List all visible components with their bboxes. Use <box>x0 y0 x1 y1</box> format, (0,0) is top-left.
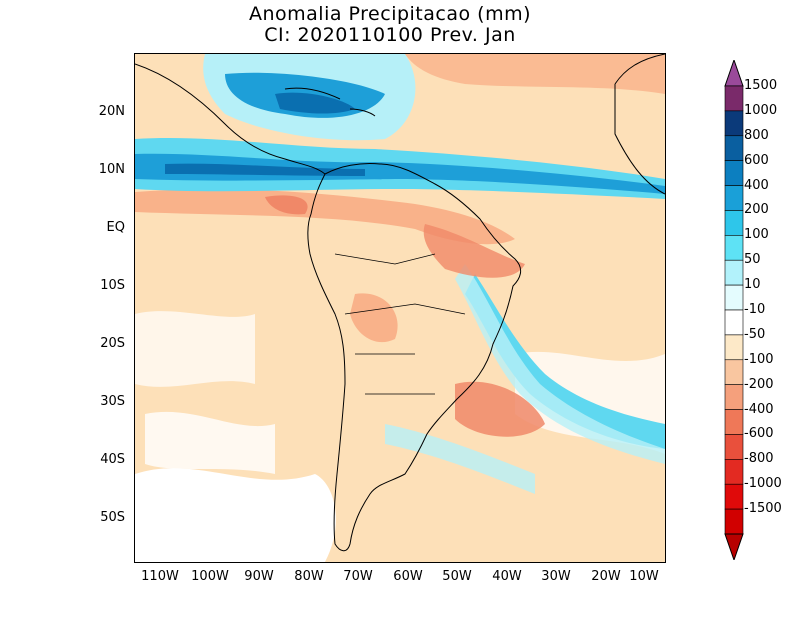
field-positive-sacz-outer <box>455 264 665 464</box>
lat-label-30s: 30S <box>100 394 125 409</box>
map-title: Anomalia Precipitacao (mm) <box>248 3 531 25</box>
field-near-zero-sw <box>145 411 275 474</box>
colorbar-label: -50 <box>744 326 766 342</box>
colorbar-swatch <box>724 359 744 385</box>
lat-label-20s: 20S <box>100 336 125 351</box>
field-negative-se-atlantic <box>455 381 545 437</box>
colorbar-swatch <box>724 309 744 336</box>
colorbar-label: -200 <box>744 376 774 392</box>
field-negative-central <box>350 293 398 343</box>
colorbar-label: -1500 <box>744 501 782 517</box>
colorbar-label: 800 <box>744 127 769 143</box>
lon-label-20w: 20W <box>591 569 621 584</box>
lon-label-30w: 30W <box>541 569 571 584</box>
field-positive-caribbean-inner <box>275 92 355 114</box>
colorbar-swatch <box>724 483 744 510</box>
colorbar-top-arrow <box>724 60 744 87</box>
colorbar <box>724 60 744 560</box>
precipitation-anomaly-map <box>134 53 666 563</box>
south-america-outline <box>307 163 522 552</box>
caribbean-islands-outline <box>284 87 376 117</box>
lat-label-50s: 50S <box>100 510 125 525</box>
colorbar-label: 100 <box>744 227 769 243</box>
lon-label-110w: 110W <box>141 569 179 584</box>
colorbar-swatch <box>724 259 744 286</box>
lat-label-40s: 40S <box>100 452 125 467</box>
colorbar-label: 10 <box>744 277 761 293</box>
africa-outline <box>614 54 665 195</box>
colorbar-label: 50 <box>744 252 761 268</box>
colorbar-swatch <box>724 334 744 361</box>
field-negative-equatorial-core <box>265 195 308 215</box>
colorbar-label: -800 <box>744 451 774 467</box>
colorbar-label: -400 <box>744 401 774 417</box>
field-positive-itcz-max <box>165 163 365 176</box>
lon-label-80w: 80W <box>294 569 324 584</box>
field-positive-itcz-core <box>135 153 665 194</box>
colorbar-swatch <box>724 185 744 211</box>
colorbar-swatch <box>724 508 744 535</box>
lon-label-60w: 60W <box>393 569 423 584</box>
lon-label-40w: 40W <box>492 569 522 584</box>
map-canvas <box>135 54 665 562</box>
lon-label-100w: 100W <box>191 569 229 584</box>
central-america-outline <box>135 63 326 175</box>
colorbar-swatch <box>724 284 744 311</box>
field-near-zero-west <box>135 311 255 387</box>
lat-label-10s: 10S <box>100 278 125 293</box>
field-negative-northeast <box>405 54 665 94</box>
map-subtitle: CI: 2020110100 Prev. Jan <box>264 24 516 46</box>
lon-label-70w: 70W <box>343 569 373 584</box>
field-negative-equatorial <box>135 189 515 245</box>
country-borders <box>334 253 466 395</box>
colorbar-swatch <box>724 434 744 460</box>
colorbar-swatch <box>724 110 744 137</box>
field-negative-ne-brazil <box>423 224 525 278</box>
colorbar-label: 1000 <box>744 102 778 118</box>
lat-label-20n: 20N <box>98 104 125 119</box>
colorbar-label: 1500 <box>744 78 778 93</box>
colorbar-swatch <box>724 210 744 236</box>
colorbar-swatch <box>724 235 744 261</box>
colorbar-label: 400 <box>744 177 769 193</box>
colorbar-label: -10 <box>744 302 766 317</box>
field-positive-south <box>385 424 535 494</box>
colorbar-swatch <box>724 409 744 435</box>
colorbar-swatch <box>724 160 744 186</box>
lon-label-10w: 10W <box>629 569 659 584</box>
colorbar-label: 200 <box>744 202 769 218</box>
colorbar-label: -600 <box>744 426 774 442</box>
lon-label-90w: 90W <box>244 569 274 584</box>
field-near-zero-se <box>435 491 665 562</box>
colorbar-swatch <box>724 85 744 112</box>
lat-label-10n: 10N <box>98 162 125 177</box>
colorbar-label: -1000 <box>744 476 782 492</box>
field-near-zero-south <box>135 468 336 562</box>
lon-label-50w: 50W <box>442 569 472 584</box>
colorbar-swatch <box>724 384 744 410</box>
colorbar-label: 600 <box>744 152 769 168</box>
colorbar-label: -100 <box>744 351 774 367</box>
colorbar-swatch <box>724 135 744 161</box>
lat-label-eq: EQ <box>106 220 125 235</box>
colorbar-swatch <box>724 459 744 485</box>
colorbar-bottom-arrow <box>724 533 744 560</box>
